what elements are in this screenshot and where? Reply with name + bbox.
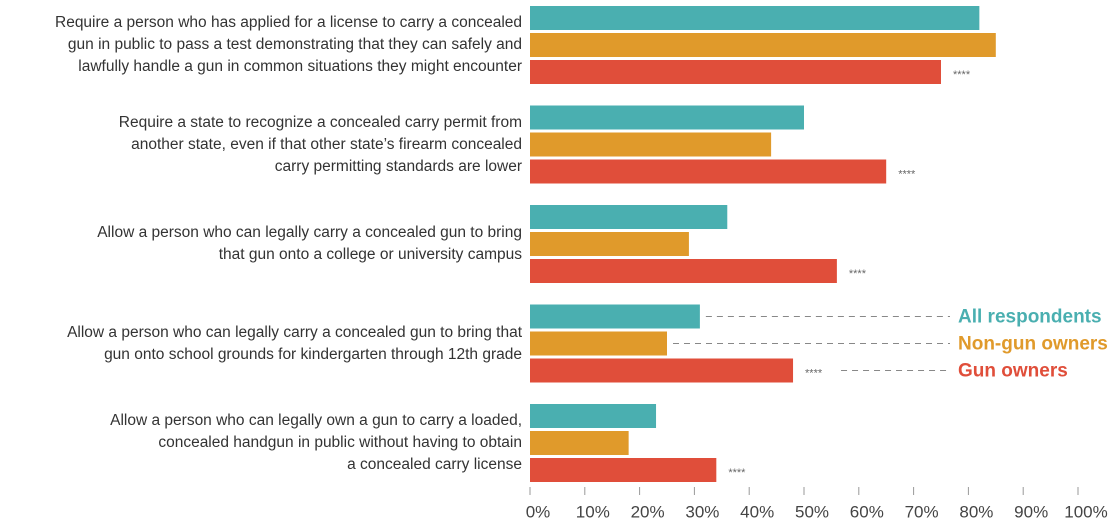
legend-label: Non-gun owners [958,334,1108,355]
bar [530,431,629,455]
x-tick-label: 70% [905,502,939,521]
significance-marker: **** [728,467,746,479]
bar [530,304,700,329]
x-tick-label: 10% [576,502,610,521]
bar [530,6,980,30]
significance-marker: **** [805,367,823,379]
bar [530,205,728,229]
bar [530,404,657,428]
category-label: Require a state to recognize a concealed… [118,113,522,175]
category-label: Require a person who has applied for a l… [55,14,522,75]
x-tick-label: 60% [850,502,884,521]
bar [530,331,667,356]
x-tick-label: 50% [795,502,829,521]
x-tick-label: 40% [740,502,774,521]
x-tick-label: 0% [526,502,551,521]
x-tick-label: 30% [685,502,719,521]
category-label: Allow a person who can legally own a gun… [110,412,522,473]
significance-marker: **** [898,168,916,180]
legend-label: Gun owners [958,361,1068,382]
x-tick-label: 90% [1014,502,1048,521]
category-label: Allow a person who can legally carry a c… [67,323,522,363]
category-label: Allow a person who can legally carry a c… [97,224,522,263]
bar [530,259,837,283]
x-tick-label: 20% [631,502,665,521]
bar [530,132,772,157]
x-tick-label: 100% [1064,502,1107,521]
bar [530,358,794,383]
x-tick-label: 80% [959,502,993,521]
bar [530,159,887,184]
significance-marker: **** [953,69,971,81]
bar [530,33,996,57]
bar [530,232,689,256]
bar [530,458,717,482]
bar [530,105,804,130]
legend-label: All respondents [958,307,1102,328]
significance-marker: **** [849,268,867,280]
bar [530,60,941,84]
